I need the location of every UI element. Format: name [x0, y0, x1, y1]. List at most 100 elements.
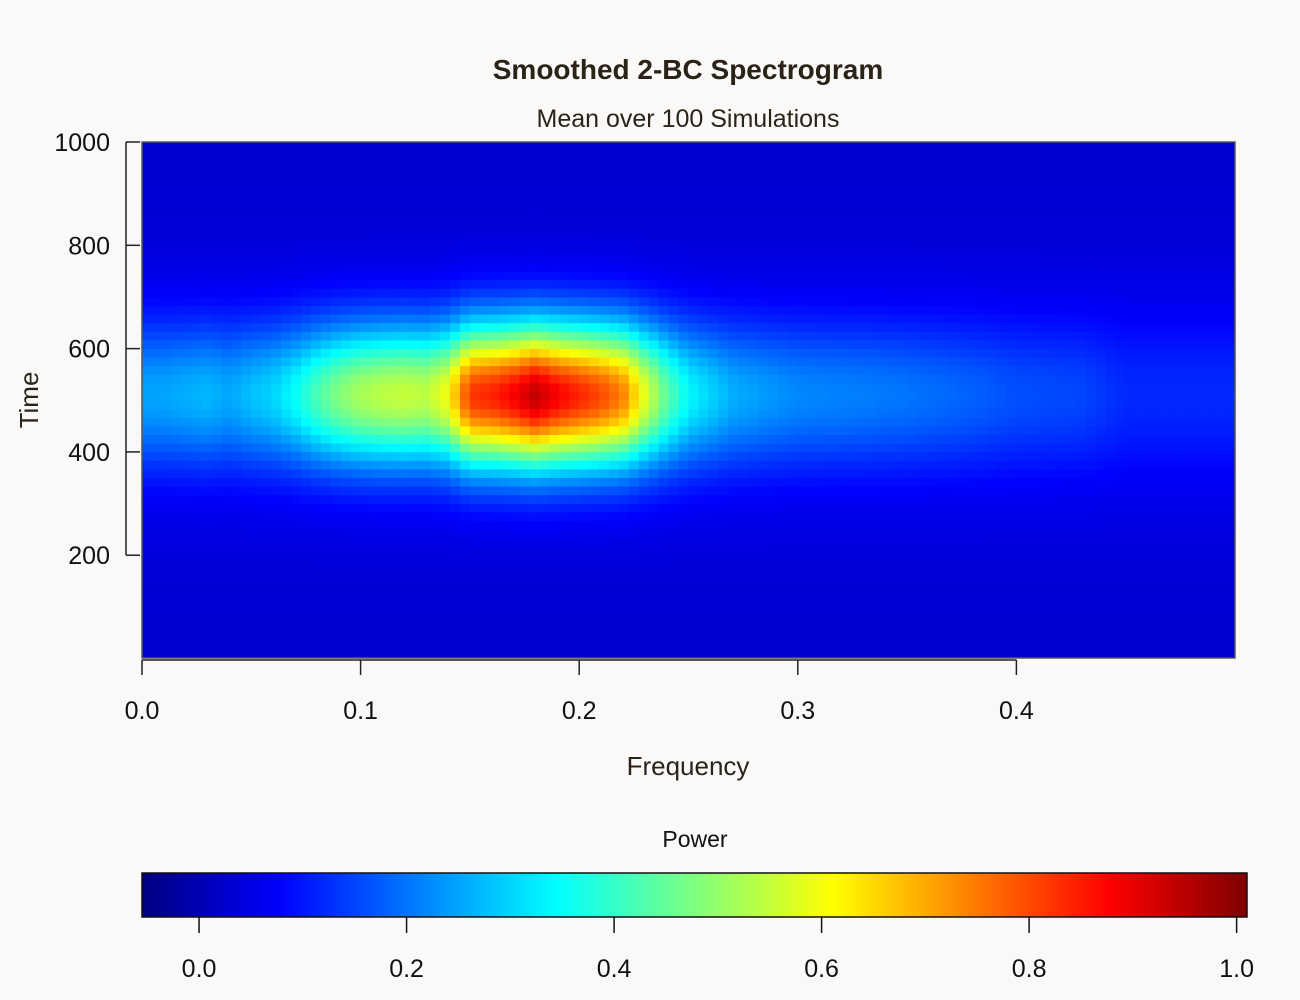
- heatmap-cell: [569, 623, 580, 633]
- heatmap-cell: [400, 503, 411, 513]
- heatmap-cell: [320, 296, 332, 306]
- heatmap-cell: [469, 331, 481, 341]
- heatmap-cell: [589, 150, 600, 160]
- heatmap-cell: [917, 374, 928, 384]
- heatmap-cell: [390, 632, 401, 642]
- heatmap-cell: [897, 202, 908, 212]
- heatmap-cell: [618, 632, 630, 642]
- heatmap-cell: [440, 322, 451, 332]
- heatmap-cell: [191, 529, 203, 539]
- heatmap-cell: [489, 443, 501, 453]
- heatmap-cell: [489, 365, 501, 375]
- heatmap-cell: [330, 142, 342, 152]
- heatmap-cell: [181, 374, 193, 384]
- heatmap-cell: [181, 546, 193, 556]
- heatmap-cell: [897, 245, 908, 255]
- heatmap-cell: [728, 305, 739, 315]
- heatmap-cell: [450, 554, 461, 564]
- heatmap-cell: [400, 606, 411, 616]
- heatmap-cell: [142, 503, 153, 513]
- heatmap-cell: [658, 176, 670, 186]
- heatmap-cell: [857, 494, 868, 504]
- heatmap-cell: [728, 185, 739, 195]
- heatmap-cell: [241, 228, 252, 238]
- heatmap-cell: [956, 374, 968, 384]
- heatmap-cell: [837, 537, 849, 547]
- heatmap-cell: [450, 253, 461, 263]
- heatmap-cell: [907, 382, 918, 392]
- heatmap-cell: [479, 219, 491, 229]
- heatmap-cell: [380, 202, 392, 212]
- heatmap-cell: [787, 400, 799, 410]
- heatmap-cell: [837, 150, 849, 160]
- heatmap-cell: [509, 253, 521, 263]
- heatmap-cell: [499, 236, 511, 246]
- heatmap-cell: [648, 443, 660, 453]
- heatmap-cell: [926, 193, 938, 203]
- heatmap-cell: [688, 503, 700, 513]
- heatmap-cell: [956, 434, 968, 444]
- heatmap-cell: [201, 640, 213, 650]
- heatmap-cell: [668, 563, 680, 573]
- heatmap-cell: [668, 228, 680, 238]
- heatmap-cell: [350, 503, 362, 513]
- heatmap-cell: [946, 279, 958, 289]
- heatmap-cell: [479, 400, 491, 410]
- heatmap-cell: [400, 434, 411, 444]
- heatmap-cell: [400, 460, 411, 470]
- heatmap-cell: [430, 460, 441, 470]
- heatmap-cell: [499, 391, 511, 401]
- heatmap-cell: [946, 374, 958, 384]
- heatmap-cell: [300, 529, 312, 539]
- heatmap-cell: [380, 228, 392, 238]
- heatmap-cell: [807, 632, 819, 642]
- heatmap-cell: [440, 408, 451, 418]
- heatmap-cell: [330, 236, 342, 246]
- heatmap-cell: [459, 202, 471, 212]
- heatmap-cell: [579, 417, 590, 427]
- heatmap-cell: [440, 554, 451, 564]
- heatmap-cell: [271, 554, 282, 564]
- heatmap-cell: [181, 357, 193, 367]
- heatmap-cell: [847, 331, 859, 341]
- heatmap-cell: [390, 494, 401, 504]
- heatmap-cell: [867, 486, 878, 496]
- heatmap-cell: [638, 417, 650, 427]
- heatmap-cell: [638, 159, 650, 169]
- heatmap-cell: [300, 632, 312, 642]
- heatmap-cell: [559, 554, 570, 564]
- heatmap-cell: [579, 382, 590, 392]
- heatmap-cell: [390, 193, 401, 203]
- heatmap-cell: [340, 537, 352, 547]
- heatmap-cell: [221, 425, 233, 435]
- heatmap-cell: [728, 486, 739, 496]
- heatmap-cell: [529, 400, 541, 410]
- heatmap-cell: [618, 520, 630, 530]
- heatmap-cell: [370, 554, 382, 564]
- heatmap-cell: [281, 279, 292, 289]
- heatmap-cell: [599, 606, 610, 616]
- heatmap-cell: [638, 202, 650, 212]
- heatmap-cell: [410, 606, 421, 616]
- heatmap-cell: [926, 314, 938, 324]
- heatmap-cell: [946, 365, 958, 375]
- heatmap-cell: [161, 245, 173, 255]
- heatmap-cell: [887, 486, 898, 496]
- heatmap-cell: [966, 649, 978, 658]
- heatmap-cell: [281, 331, 292, 341]
- heatmap-cell: [807, 511, 819, 521]
- heatmap-cell: [370, 408, 382, 418]
- heatmap-cell: [857, 331, 868, 341]
- heatmap-cell: [291, 563, 302, 573]
- heatmap-cell: [261, 219, 272, 229]
- heatmap-cell: [698, 597, 709, 607]
- heatmap-cell: [807, 382, 819, 392]
- heatmap-cell: [350, 486, 362, 496]
- heatmap-cell: [489, 279, 501, 289]
- heatmap-cell: [459, 434, 471, 444]
- heatmap-cell: [887, 400, 898, 410]
- heatmap-cell: [728, 374, 739, 384]
- heatmap-cell: [509, 606, 521, 616]
- heatmap-cell: [360, 649, 372, 658]
- heatmap-cell: [489, 185, 501, 195]
